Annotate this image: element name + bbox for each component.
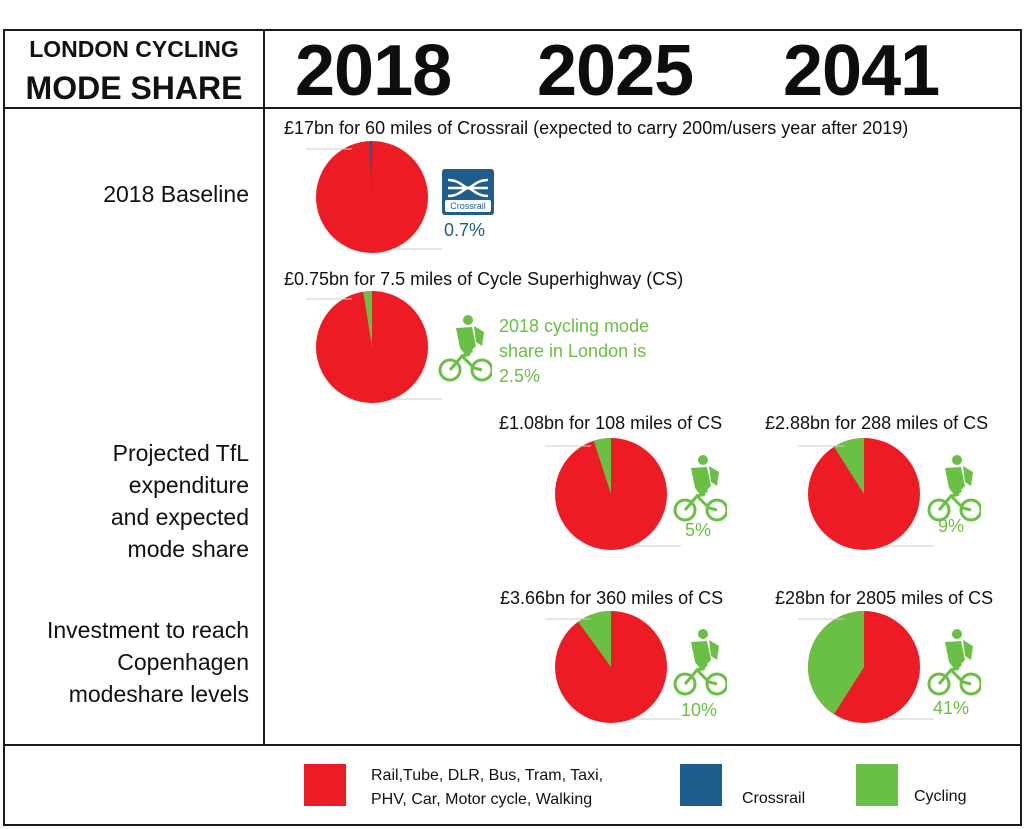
cycling-share-label: 10% [681,700,718,720]
row-label-copenhagen-line: modeshare levels [68,681,249,707]
cycling-note-line: share in London is [499,341,647,361]
cycling-note: 2018 cycling mode share in London is 2.5… [499,314,649,389]
cyclist-icon [438,315,492,382]
cycling-note-line: 2.5% [499,366,541,386]
row-label-projected-line: expenditure [128,472,249,498]
legend-rule [4,744,1021,746]
caption-cs-2025: £1.08bn for 108 miles of CS [499,413,723,433]
pie-slice-cycling [833,438,864,494]
pie-slice-cycling [363,291,372,347]
cyclist-icon [673,455,727,522]
row-label-baseline: 2018 Baseline [103,181,249,207]
caption-cs-2018: £0.75bn for 7.5 miles of Cycle Superhigh… [284,269,684,289]
cyclist-icon [673,629,727,696]
legend-label-cycling: Cycling [914,788,967,805]
infographic-frame [3,29,1022,826]
legend-label-crossrail: Crossrail [742,790,806,807]
header-divider [263,30,265,746]
pie-slice-crossrail [369,141,372,197]
row-label-projected: Projected TfL expenditure and expected m… [111,437,249,565]
row-label-copenhagen: Investment to reach Copenhagen modeshare… [47,614,249,710]
pie-slice-cycling [578,611,611,667]
crossrail-share-label: 0.7% [444,220,486,240]
cycling-share-label: 5% [685,520,712,540]
legend-swatch-other [304,764,346,806]
year-2018: 2018 [295,31,452,111]
caption-crossrail: £17bn for 60 miles of Crossrail (expecte… [284,118,909,138]
legend-swatch-cycling [856,764,898,806]
legend-label-other-line: PHV, Car, Motor cycle, Walking [371,791,593,808]
legend-label-other: Rail,Tube, DLR, Bus, Tram, Taxi, PHV, Ca… [371,764,603,812]
crossrail-logo-text: Crossrail [445,200,491,212]
cycling-share-label: 9% [938,516,965,536]
crossrail-roundel-icon [447,178,489,198]
row-label-projected-line: mode share [127,536,249,562]
caption-cph-2025: £3.66bn for 360 miles of CS [500,588,724,608]
row-label-copenhagen-line: Investment to reach [47,617,249,643]
row-label-projected-line: and expected [110,504,249,530]
cyclist-icon [927,455,981,522]
legend-swatch-crossrail [680,764,722,806]
row-label-projected-line: Projected TfL [112,440,249,466]
year-2041: 2041 [783,31,940,111]
title-line-1: LONDON CYCLING [29,36,239,62]
crossrail-logo: Crossrail [442,169,494,215]
cycling-note-line: 2018 cycling mode [499,316,650,336]
pie-slice-cycling [808,611,864,715]
cycling-share-label: 41% [933,698,970,718]
cyclist-icon [927,629,981,696]
caption-cph-2041: £28bn for 2805 miles of CS [775,588,994,608]
row-label-copenhagen-line: Copenhagen [117,649,249,675]
year-2025: 2025 [537,31,694,111]
header-rule [4,107,1021,109]
caption-cs-2041: £2.88bn for 288 miles of CS [765,413,989,433]
legend-label-other-line: Rail,Tube, DLR, Bus, Tram, Taxi, [371,767,604,784]
title-line-2: MODE SHARE [25,70,243,106]
pie-slice-cycling [593,438,611,494]
